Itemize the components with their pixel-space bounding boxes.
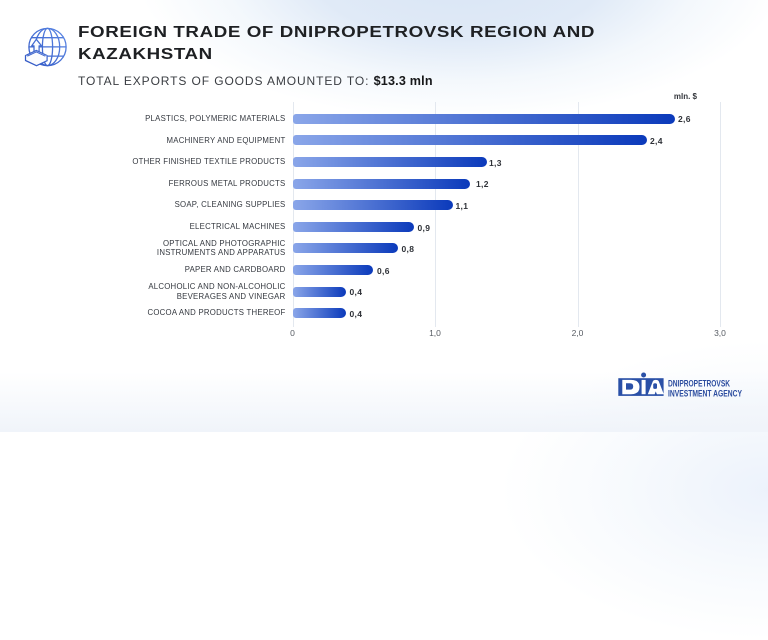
svg-text:INVESTMENT AGENCY: INVESTMENT AGENCY [668,388,742,399]
svg-text:DNIPROPETROVSK: DNIPROPETROVSK [668,378,730,389]
